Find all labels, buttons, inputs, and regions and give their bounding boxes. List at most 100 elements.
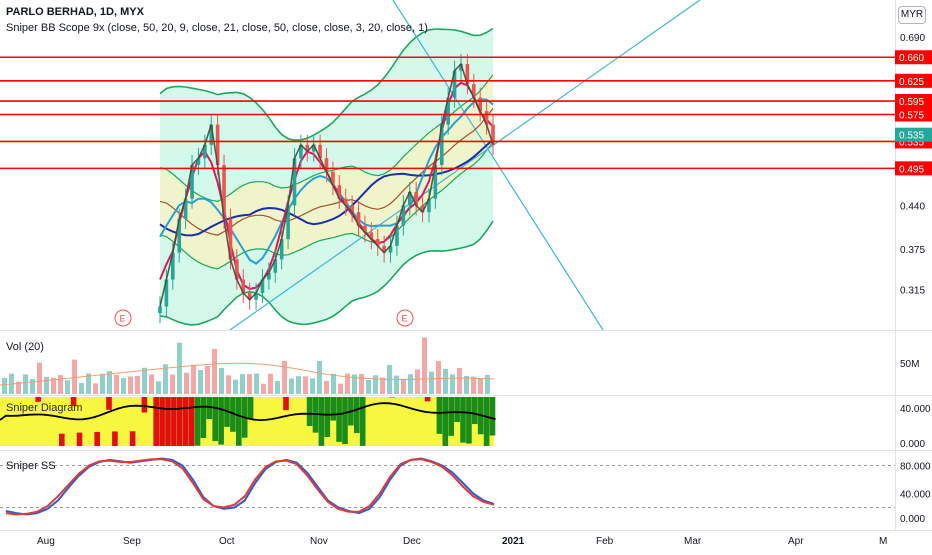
- price-tick-label: 0.315: [900, 286, 925, 297]
- volume-bar: [212, 349, 217, 394]
- symbol-title[interactable]: PARLO BERHAD, 1D, MYX: [6, 6, 144, 18]
- volume-bar: [156, 381, 161, 394]
- diagram-column: [142, 397, 148, 413]
- volume-bar: [23, 374, 28, 394]
- pane-divider: [0, 530, 932, 531]
- volume-bar: [37, 363, 42, 394]
- currency-badge[interactable]: MYR: [898, 6, 926, 24]
- ss-label[interactable]: Sniper SS: [6, 460, 56, 472]
- time-tick-label: Mar: [684, 536, 702, 547]
- diagram-column: [212, 397, 218, 441]
- earnings-marker-label: E: [402, 314, 408, 324]
- diagram-column: [448, 397, 454, 436]
- volume-bar: [219, 368, 224, 394]
- volume-bar: [478, 378, 483, 394]
- volume-bar: [380, 377, 385, 394]
- diagram-column: [177, 397, 183, 446]
- volume-bar: [205, 366, 210, 394]
- time-tick-label: Oct: [219, 536, 235, 547]
- volume-bar: [457, 368, 462, 394]
- diagram-label[interactable]: Sniper Diagram: [6, 402, 82, 414]
- volume-bar: [471, 377, 476, 394]
- diagram-column: [218, 397, 224, 445]
- volume-bar: [226, 375, 231, 394]
- time-tick-label: 2021: [502, 536, 525, 547]
- volume-bar: [177, 343, 182, 394]
- time-tick-label: Nov: [310, 536, 328, 547]
- indicator-title[interactable]: Sniper BB Scope 9x (close, 50, 20, 9, cl…: [6, 22, 428, 34]
- diagram-column: [484, 397, 490, 446]
- pane-divider: [0, 330, 932, 331]
- last-price-label: 0.535: [899, 131, 924, 142]
- volume-bar: [44, 377, 49, 394]
- volume-bar: [324, 381, 329, 394]
- diagram-column: [201, 397, 207, 438]
- volume-label[interactable]: Vol (20): [6, 341, 44, 353]
- diagram-column: [195, 397, 201, 446]
- ss-tick-label: 0.000: [900, 514, 925, 525]
- volume-bar: [135, 376, 140, 394]
- diagram-column: [354, 397, 360, 433]
- volume-bar: [79, 383, 84, 394]
- diagram-column: [472, 397, 478, 424]
- volume-bar: [275, 381, 280, 394]
- diagram-column: [159, 397, 165, 446]
- volume-bar: [261, 384, 266, 394]
- volume-bar: [170, 375, 175, 394]
- diagram-column: [443, 397, 449, 446]
- volume-bar: [331, 374, 336, 394]
- volume-bar: [366, 380, 371, 394]
- volume-bar: [128, 377, 133, 394]
- diagram-column: [325, 397, 331, 437]
- price-tick-label: 0.375: [900, 245, 925, 256]
- diagram-column: [106, 397, 112, 410]
- volume-bar: [317, 361, 322, 394]
- volume-bar: [58, 375, 63, 394]
- volume-bar: [422, 337, 427, 394]
- price-tick-label: 0.440: [900, 201, 925, 212]
- diagram-column: [171, 397, 177, 446]
- volume-bar: [443, 369, 448, 394]
- diagram-column: [490, 397, 496, 436]
- level-label: 0.595: [899, 97, 924, 108]
- volume-bar: [303, 376, 308, 394]
- volume-bar: [233, 380, 238, 394]
- ss-tick-label: 80.000: [900, 462, 931, 473]
- diagram-column: [460, 397, 466, 443]
- indicator-legend: Sniper BB Scope 9x (close, 50, 20, 9, cl…: [6, 22, 428, 34]
- candle-body: [158, 306, 162, 313]
- volume-bar: [282, 361, 287, 394]
- ss-tick-label: 40.000: [900, 490, 931, 501]
- time-tick-label: Apr: [788, 536, 804, 547]
- volume-bar: [310, 378, 315, 394]
- volume-tick-label: 50M: [900, 359, 919, 370]
- volume-bar: [401, 379, 406, 394]
- ss-line: [6, 459, 494, 514]
- volume-bar: [268, 374, 273, 394]
- volume-bar: [93, 383, 98, 394]
- diagram-column: [236, 397, 242, 446]
- pane-divider: [0, 450, 932, 451]
- diagram-low-column: [59, 434, 65, 446]
- volume-bar: [415, 369, 420, 394]
- diagram-tick-label: 0.000: [900, 439, 925, 450]
- volume-bar: [359, 374, 364, 394]
- volume-bar: [2, 378, 7, 394]
- diagram-column: [330, 397, 336, 421]
- volume-bar: [247, 374, 252, 394]
- volume-bar: [338, 384, 343, 394]
- diagram-column: [319, 397, 325, 446]
- time-tick-label: Feb: [596, 536, 614, 547]
- volume-bar: [408, 374, 413, 394]
- diagram-column: [336, 397, 342, 442]
- diagram-column: [153, 397, 159, 446]
- diagram-column: [454, 397, 460, 422]
- pane-divider: [0, 395, 932, 396]
- volume-bar: [198, 370, 203, 394]
- volume-bar: [191, 365, 196, 394]
- volume-bar: [240, 374, 245, 394]
- level-label: 0.495: [899, 164, 924, 175]
- diagram-low-column: [130, 431, 136, 446]
